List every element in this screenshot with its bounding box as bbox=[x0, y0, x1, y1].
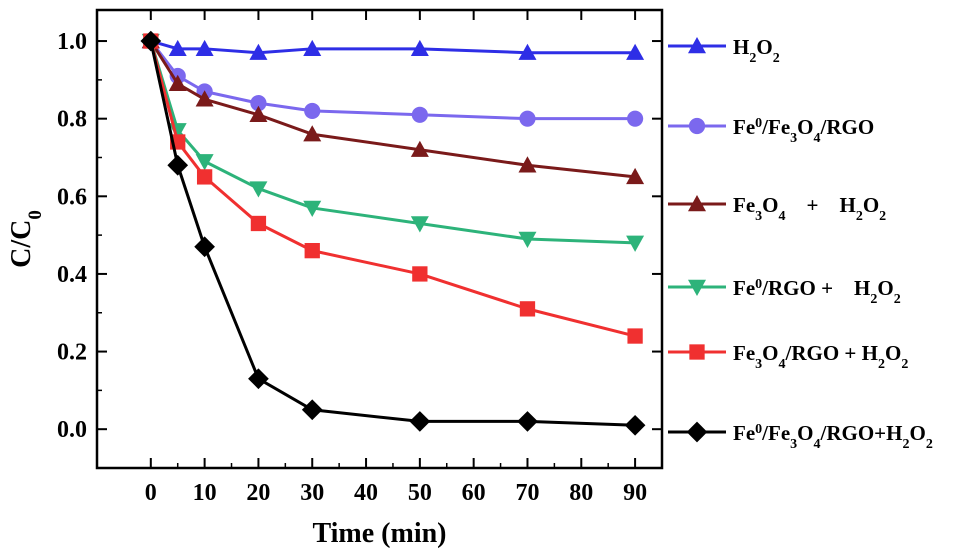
x-tick-label: 60 bbox=[462, 480, 486, 506]
series-5 bbox=[140, 30, 646, 436]
series-line bbox=[149, 40, 636, 427]
series-line bbox=[149, 40, 636, 179]
x-axis-title: Time (min) bbox=[312, 518, 446, 549]
plot-frame bbox=[95, 8, 664, 470]
y-axis-title: C/C0 bbox=[6, 210, 46, 268]
data-point bbox=[410, 216, 429, 233]
data-point bbox=[168, 39, 187, 57]
legend: H2O2 Fe0/Fe3O4/RGO Fe3O4 + H2O2 Fe0/RGO + H… bbox=[668, 35, 933, 452]
series-line bbox=[149, 40, 636, 245]
y-tick-label: 0.8 bbox=[57, 107, 87, 133]
data-point bbox=[250, 95, 267, 112]
legend-entry-2: Fe3O4 + H2O2 bbox=[668, 193, 886, 224]
legend-label: Fe3O4/RGO + H2O2 bbox=[733, 341, 908, 372]
legend-marker bbox=[688, 37, 706, 54]
data-point bbox=[412, 266, 428, 282]
data-point bbox=[249, 181, 268, 198]
data-point bbox=[195, 39, 214, 57]
series-0 bbox=[141, 32, 645, 60]
legend-entry-1: Fe0/Fe3O4/RGO bbox=[668, 115, 874, 146]
legend-marker bbox=[688, 117, 706, 135]
data-point bbox=[518, 231, 537, 248]
data-point bbox=[195, 154, 214, 171]
data-point bbox=[518, 156, 537, 173]
series-line bbox=[150, 39, 636, 55]
data-point bbox=[249, 43, 268, 60]
legend-entry-4: Fe3O4/RGO + H2O2 bbox=[668, 341, 908, 372]
data-point bbox=[168, 74, 187, 91]
data-point bbox=[304, 102, 321, 120]
data-point bbox=[250, 215, 267, 232]
data-point bbox=[626, 43, 645, 60]
x-tick-label: 70 bbox=[515, 480, 539, 506]
x-tick-label: 30 bbox=[300, 480, 324, 506]
data-point bbox=[626, 110, 644, 127]
data-point bbox=[303, 125, 322, 142]
y-axis-title-main: C/C bbox=[6, 220, 37, 268]
data-point bbox=[517, 411, 538, 432]
data-point bbox=[249, 105, 268, 122]
series-1 bbox=[142, 32, 644, 127]
legend-marker bbox=[688, 279, 706, 296]
legend-label: Fe0/RGO + H2O2 bbox=[733, 276, 901, 307]
data-point bbox=[195, 90, 214, 107]
legend-entry-0: H2O2 bbox=[668, 35, 780, 66]
y-tick-label: 0.2 bbox=[57, 340, 87, 366]
series-3 bbox=[141, 33, 645, 252]
data-point bbox=[626, 167, 645, 185]
series-2 bbox=[141, 32, 645, 185]
data-point bbox=[304, 242, 320, 259]
y-tick-label: 0.4 bbox=[57, 262, 87, 288]
y-tick-label: 1.0 bbox=[57, 29, 87, 55]
y-tick-label: 0.0 bbox=[57, 417, 87, 443]
x-tick-label: 10 bbox=[193, 480, 217, 506]
x-axis: 0 10 20 30 40 50 60 70 80 90 bbox=[145, 10, 647, 506]
legend-label: Fe0/Fe3O4/RGO bbox=[733, 115, 874, 146]
data-point bbox=[303, 39, 322, 57]
data-point bbox=[519, 110, 536, 127]
x-tick-label: 50 bbox=[408, 480, 432, 506]
data-point bbox=[303, 200, 322, 217]
data-point bbox=[410, 140, 429, 157]
data-point bbox=[627, 328, 643, 344]
x-tick-label: 20 bbox=[246, 480, 270, 506]
y-axis: 0.0 0.2 0.4 0.6 0.8 1.0 bbox=[57, 29, 662, 443]
data-point bbox=[167, 154, 189, 176]
x-tick-label: 40 bbox=[354, 480, 378, 506]
legend-entry-5: Fe0/Fe3O4/RGO+H2O2 bbox=[668, 421, 933, 452]
legend-marker bbox=[686, 421, 708, 443]
legend-marker bbox=[688, 195, 706, 212]
legend-marker bbox=[689, 344, 705, 360]
data-point bbox=[518, 43, 537, 60]
x-tick-label: 90 bbox=[623, 480, 647, 506]
data-point bbox=[248, 368, 269, 390]
legend-label: Fe3O4 + H2O2 bbox=[733, 193, 886, 224]
legend-entry-3: Fe0/RGO + H2O2 bbox=[668, 276, 901, 307]
legend-label: H2O2 bbox=[733, 35, 780, 66]
data-point bbox=[626, 235, 645, 252]
data-point bbox=[301, 399, 323, 421]
data-point bbox=[519, 301, 536, 317]
plot-area bbox=[95, 8, 664, 470]
y-axis-title-sub: 0 bbox=[25, 210, 46, 220]
y-tick-label: 0.6 bbox=[57, 184, 87, 210]
data-point bbox=[140, 30, 162, 52]
data-point bbox=[410, 39, 429, 57]
data-point bbox=[624, 414, 646, 436]
x-tick-label: 0 bbox=[145, 480, 157, 506]
legend-label: Fe0/Fe3O4/RGO+H2O2 bbox=[733, 421, 933, 452]
data-point bbox=[411, 106, 428, 123]
series-4 bbox=[143, 33, 643, 344]
x-tick-label: 80 bbox=[569, 480, 593, 506]
data-point bbox=[196, 169, 213, 185]
data-point bbox=[194, 236, 215, 258]
data-point bbox=[409, 411, 431, 432]
